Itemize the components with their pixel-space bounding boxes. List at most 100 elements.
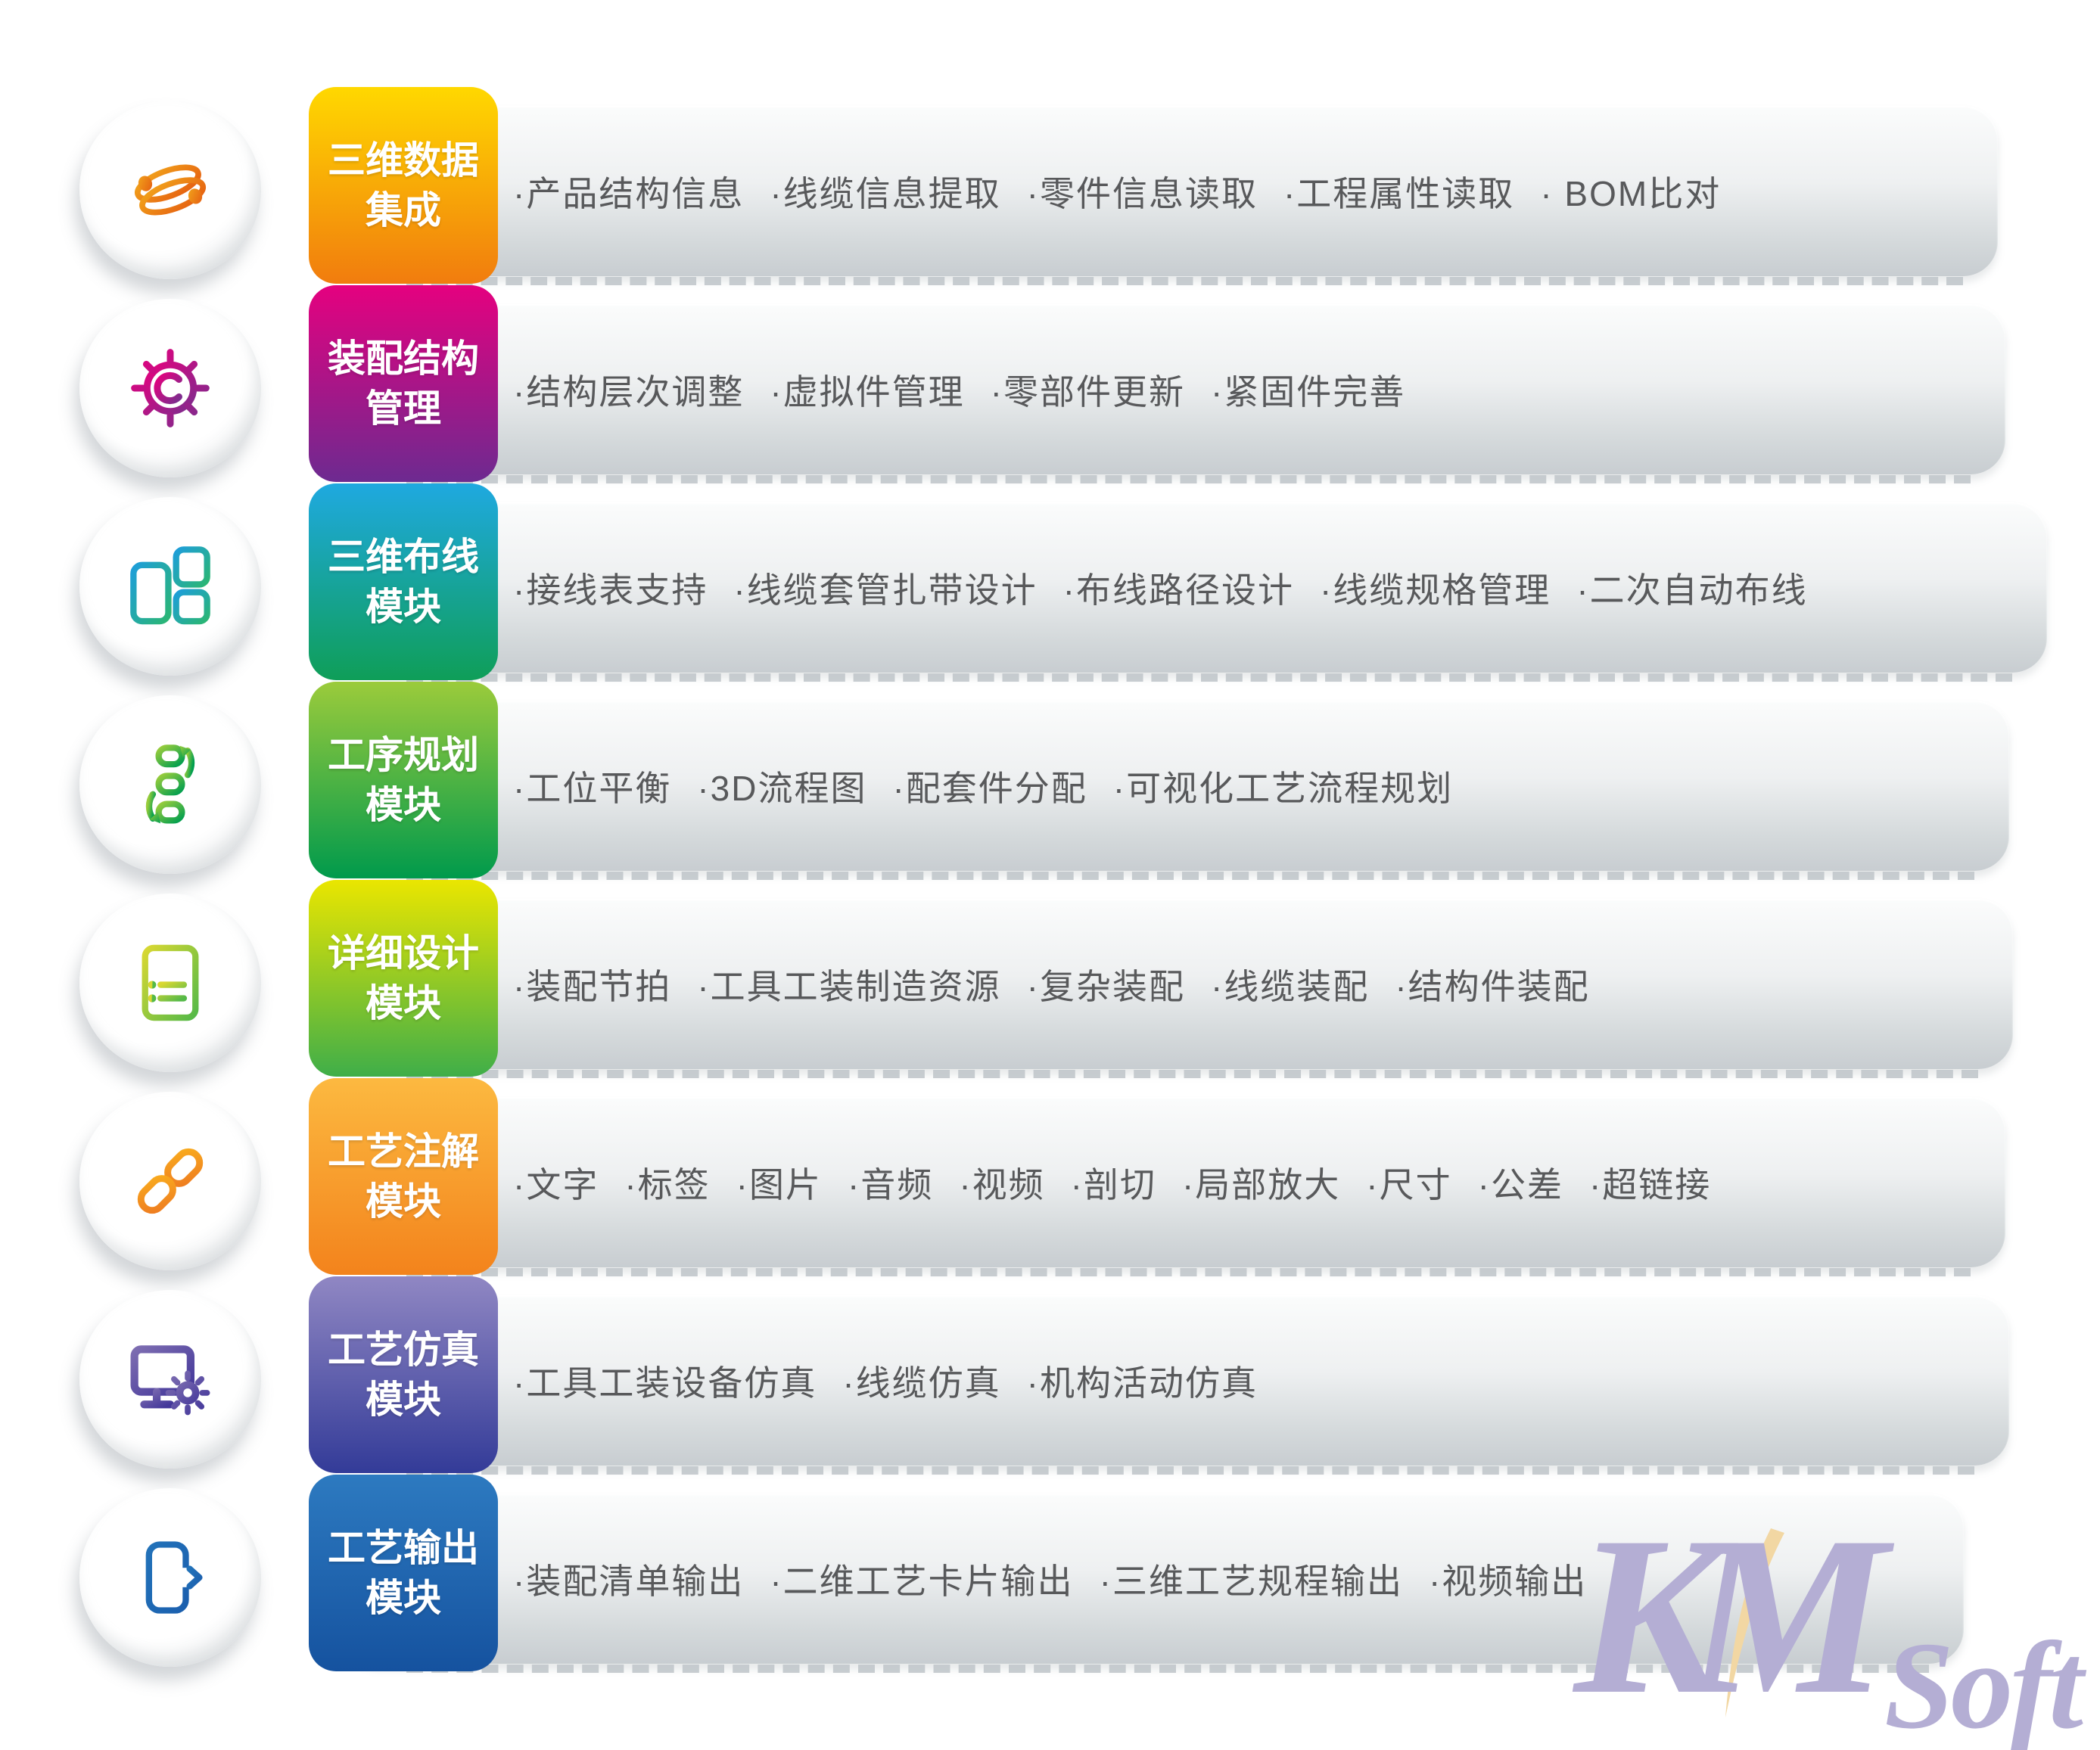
feature-item: ·线缆信息提取 — [770, 173, 1001, 213]
feature-list: ·文字 ·标签 ·图片 ·音频 ·视频 ·剖切 ·局部放大 ·尺寸 ·公差 ·超链接 — [513, 1097, 2070, 1267]
module-icon-circle — [79, 894, 261, 1072]
module-row: ·工位平衡 ·3D流程图 ·配套件分配 ·可视化工艺流程规划 工序规划 模块 — [0, 682, 2100, 880]
feature-item: ·三维工艺规程输出 — [1099, 1561, 1403, 1601]
module-row: ·结构层次调整 ·虚拟件管理 ·零部件更新 ·紧固件完善 装配结构 管理 — [0, 285, 2100, 483]
feature-item: ·工具工装制造资源 — [697, 966, 1001, 1006]
module-label: 详细设计 模块 — [309, 880, 498, 1077]
module-label-line1: 工艺注解 — [328, 1130, 479, 1173]
module-label-line2: 集成 — [366, 189, 441, 232]
blocks-icon — [122, 538, 219, 635]
feature-item: ·复杂装配 — [1026, 966, 1185, 1006]
module-icon-circle — [79, 101, 261, 279]
document-icon — [122, 934, 219, 1031]
feature-item: ·接线表支持 — [513, 570, 708, 610]
module-label-line2: 模块 — [366, 982, 441, 1024]
watermark: KM Soft — [1559, 1502, 2100, 1750]
watermark-swoosh-icon — [1725, 1528, 1784, 1717]
monitor-gear-icon — [122, 1331, 219, 1428]
feature-item: ·零件信息读取 — [1026, 173, 1258, 213]
feature-item: ·视频输出 — [1428, 1561, 1588, 1601]
feature-bar — [346, 701, 2009, 880]
feature-item: ·尺寸 — [1366, 1164, 1452, 1204]
module-label-line2: 模块 — [366, 586, 441, 628]
feature-item: ·标签 — [624, 1164, 711, 1204]
feature-list: ·工位平衡 ·3D流程图 ·配套件分配 ·可视化工艺流程规划 — [513, 701, 2070, 871]
feature-item: ·机构活动仿真 — [1026, 1363, 1258, 1403]
feature-item: ·结构层次调整 — [513, 371, 745, 412]
gear-icon — [122, 340, 219, 437]
feature-item: ·线缆规格管理 — [1319, 570, 1551, 610]
module-label-line1: 工序规划 — [328, 734, 479, 776]
orbit-icon — [122, 141, 219, 238]
feature-item: ·剖切 — [1070, 1164, 1156, 1204]
module-label: 工艺注解 模块 — [309, 1078, 498, 1275]
module-label: 工艺输出 模块 — [309, 1475, 498, 1671]
feature-bar — [346, 899, 2013, 1078]
feature-bar — [346, 106, 1998, 285]
module-icon-circle — [79, 1290, 261, 1469]
feature-item: ·图片 — [736, 1164, 822, 1204]
feature-list: ·结构层次调整 ·虚拟件管理 ·零部件更新 ·紧固件完善 — [513, 304, 2070, 474]
chain-link-icon — [122, 1133, 219, 1229]
feature-bar — [346, 1295, 2009, 1475]
feature-list: ·产品结构信息 ·线缆信息提取 ·零件信息读取 ·工程属性读取 · BOM比对 — [513, 106, 2070, 276]
feature-item: ·结构件装配 — [1395, 966, 1590, 1006]
feature-item: ·紧固件完善 — [1210, 371, 1406, 412]
feature-bar — [346, 1494, 1964, 1673]
module-label-line1: 工艺输出 — [328, 1527, 479, 1569]
feature-item: ·配套件分配 — [892, 768, 1087, 808]
feature-item: ·音频 — [847, 1164, 934, 1204]
module-label-line2: 模块 — [366, 784, 441, 826]
module-row: ·工具工装设备仿真 ·线缆仿真 ·机构活动仿真 工艺仿真 模块 — [0, 1276, 2100, 1475]
export-icon — [122, 1529, 219, 1626]
feature-item: ·装配节拍 — [513, 966, 672, 1006]
feature-item: ·视频 — [959, 1164, 1045, 1204]
feature-list: ·工具工装设备仿真 ·线缆仿真 ·机构活动仿真 — [513, 1295, 2070, 1466]
module-icon-circle — [79, 497, 261, 676]
module-label: 工序规划 模块 — [309, 682, 498, 878]
module-icon-circle — [79, 1488, 261, 1667]
module-icon-circle — [79, 695, 261, 874]
module-icon-circle — [79, 299, 261, 477]
module-label-line2: 模块 — [366, 1180, 441, 1223]
module-label-line1: 工艺仿真 — [328, 1329, 479, 1371]
feature-item: ·二次自动布线 — [1576, 570, 1808, 610]
feature-item: ·虚拟件管理 — [770, 371, 965, 412]
feature-item: ·工位平衡 — [513, 768, 672, 808]
module-label-line1: 三维数据 — [328, 139, 479, 182]
feature-item: ·零部件更新 — [990, 371, 1185, 412]
module-label-line1: 详细设计 — [328, 932, 479, 974]
module-label: 工艺仿真 模块 — [309, 1276, 498, 1473]
process-icon — [122, 736, 219, 833]
feature-bar — [346, 502, 2047, 682]
feature-list: ·装配节拍 ·工具工装制造资源 ·复杂装配 ·线缆装配 ·结构件装配 — [513, 899, 2070, 1069]
watermark-km: KM — [1574, 1490, 1888, 1741]
module-label-line1: 三维布线 — [328, 536, 479, 578]
feature-item: ·装配清单输出 — [513, 1561, 745, 1601]
feature-item: ·3D流程图 — [697, 768, 867, 808]
module-label-line2: 模块 — [366, 1379, 441, 1421]
feature-item: ·线缆装配 — [1210, 966, 1370, 1006]
feature-item: ·文字 — [513, 1164, 599, 1204]
feature-item: ·超链接 — [1588, 1164, 1712, 1204]
module-row: ·产品结构信息 ·线缆信息提取 ·零件信息读取 ·工程属性读取 · BOM比对 三维数据… — [0, 87, 2100, 285]
feature-item: ·布线路径设计 — [1062, 570, 1294, 610]
module-label: 装配结构 管理 — [309, 285, 498, 482]
feature-list: ·装配清单输出 ·二维工艺卡片输出 ·三维工艺规程输出 ·视频输出 — [513, 1494, 2070, 1664]
feature-item: ·可视化工艺流程规划 — [1112, 768, 1454, 808]
feature-bar — [346, 1097, 2005, 1276]
module-icon-circle — [79, 1092, 261, 1270]
feature-item: ·线缆仿真 — [842, 1363, 1001, 1403]
module-row: ·文字 ·标签 ·图片 ·音频 ·视频 ·剖切 ·局部放大 ·尺寸 ·公差 ·超链接 工艺注解 模… — [0, 1078, 2100, 1276]
feature-item: ·局部放大 — [1181, 1164, 1341, 1204]
feature-item: · BOM比对 — [1540, 173, 1722, 213]
module-label-line1: 装配结构 — [328, 337, 479, 380]
module-label: 三维数据 集成 — [309, 87, 498, 284]
module-row: ·装配清单输出 ·二维工艺卡片输出 ·三维工艺规程输出 ·视频输出 工艺输出 模块 — [0, 1475, 2100, 1673]
feature-item: ·工具工装设备仿真 — [513, 1363, 817, 1403]
feature-list: ·接线表支持 ·线缆套管扎带设计 ·布线路径设计 ·线缆规格管理 ·二次自动布线 — [513, 502, 2070, 673]
module-label-line2: 模块 — [366, 1577, 441, 1619]
module-label-line2: 管理 — [366, 387, 441, 430]
